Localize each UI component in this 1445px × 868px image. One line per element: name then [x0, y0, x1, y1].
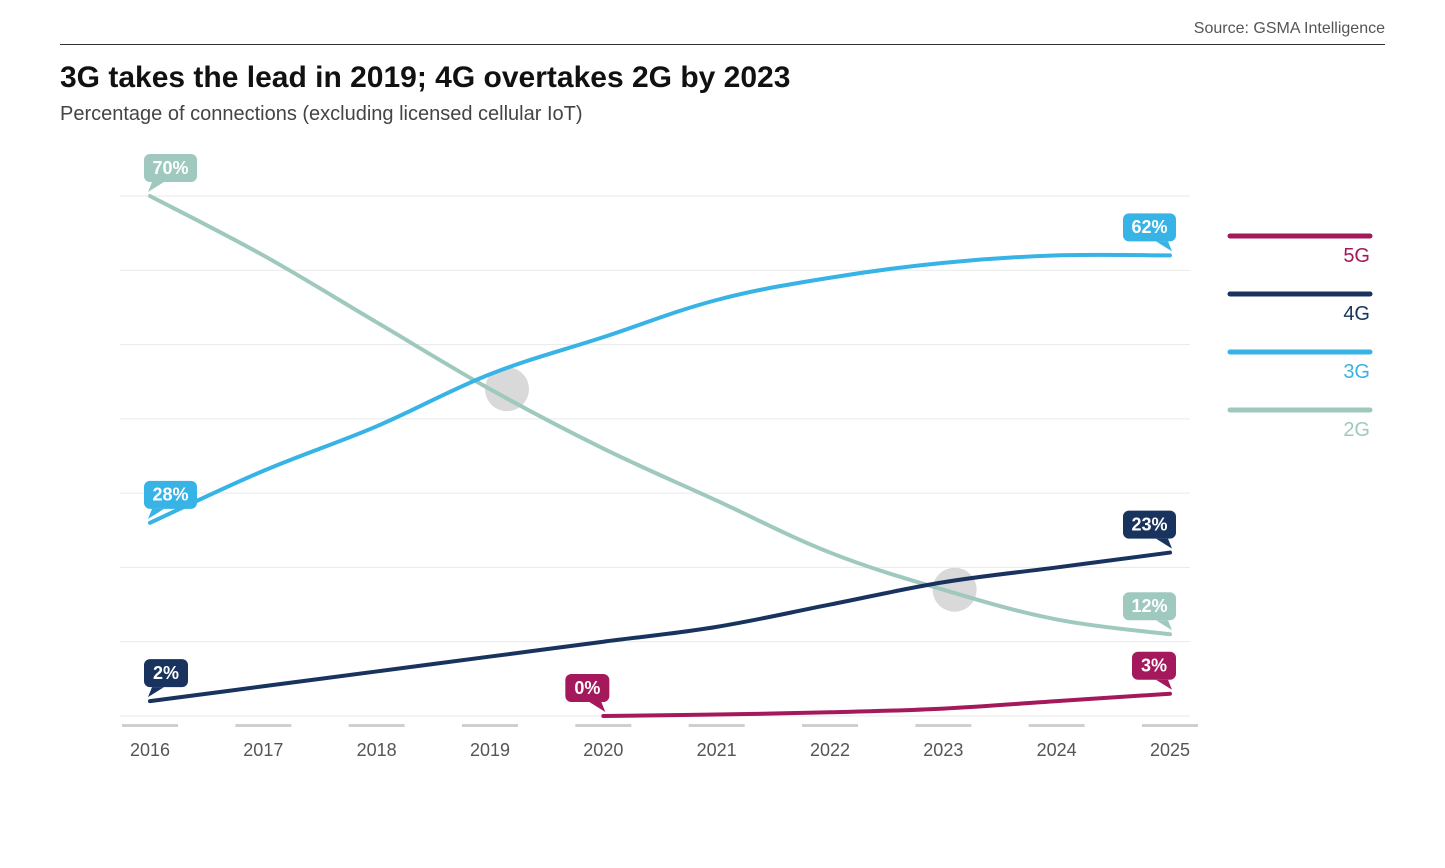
chart-subtitle: Percentage of connections (excluding lic… — [60, 103, 1385, 126]
series-line-3g — [150, 255, 1170, 523]
x-tick — [235, 724, 291, 727]
svg-text:0%: 0% — [574, 678, 600, 698]
value-badge: 62% — [1123, 213, 1176, 251]
x-axis-label: 2023 — [923, 740, 963, 760]
svg-text:28%: 28% — [152, 485, 188, 505]
x-tick — [575, 724, 631, 727]
x-tick — [802, 724, 858, 727]
svg-text:23%: 23% — [1131, 514, 1167, 534]
x-tick — [689, 724, 745, 727]
x-tick — [462, 724, 518, 727]
value-badge: 2% — [144, 659, 188, 697]
legend-label-3g: 3G — [1343, 361, 1370, 383]
top-rule — [60, 44, 1385, 45]
series-line-4g — [150, 553, 1170, 702]
legend-label-5g: 5G — [1343, 245, 1370, 267]
x-axis-label: 2024 — [1037, 740, 1077, 760]
svg-text:62%: 62% — [1131, 217, 1167, 237]
series-line-2g — [150, 196, 1170, 634]
x-axis-label: 2016 — [130, 740, 170, 760]
value-badge: 12% — [1123, 592, 1176, 630]
x-tick — [915, 724, 971, 727]
chart-container: 2016 2017 2018 2019 2020 2021 2022 2023 2024 2025… — [60, 136, 1385, 816]
value-badge: 23% — [1123, 511, 1176, 549]
x-axis-label: 2018 — [357, 740, 397, 760]
svg-text:70%: 70% — [152, 158, 188, 178]
x-tick — [349, 724, 405, 727]
series-line-5g — [603, 694, 1170, 716]
x-tick — [1142, 724, 1198, 727]
svg-text:12%: 12% — [1131, 596, 1167, 616]
svg-text:3%: 3% — [1141, 655, 1167, 675]
source-label: Source: GSMA Intelligence — [60, 20, 1385, 38]
value-badge: 70% — [144, 154, 197, 192]
x-axis-label: 2020 — [583, 740, 623, 760]
x-tick — [1029, 724, 1085, 727]
x-tick — [122, 724, 178, 727]
value-badge: 3% — [1132, 652, 1176, 690]
line-chart: 2016 2017 2018 2019 2020 2021 2022 2023 2024 2025… — [60, 136, 1385, 816]
chart-title: 3G takes the lead in 2019; 4G overtakes … — [60, 61, 1385, 95]
legend-label-4g: 4G — [1343, 303, 1370, 325]
x-axis-label: 2022 — [810, 740, 850, 760]
x-axis-label: 2021 — [697, 740, 737, 760]
value-badge: 0% — [565, 674, 609, 712]
page: Source: GSMA Intelligence 3G takes the l… — [0, 0, 1445, 868]
x-axis-label: 2019 — [470, 740, 510, 760]
x-axis-label: 2025 — [1150, 740, 1190, 760]
svg-text:2%: 2% — [153, 663, 179, 683]
x-axis-label: 2017 — [243, 740, 283, 760]
legend-label-2g: 2G — [1343, 419, 1370, 441]
